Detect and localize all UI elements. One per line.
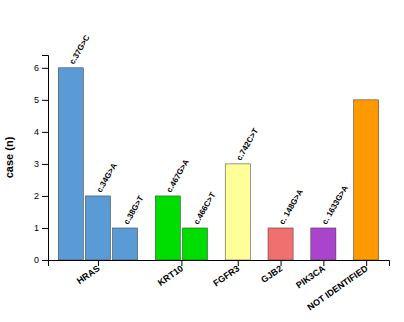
x-tick: HRAS: [75, 260, 102, 286]
y-tick-label: 5: [34, 95, 39, 105]
y-tick: 3: [34, 159, 48, 169]
bar-annotation: c.34G>A: [95, 161, 119, 194]
x-axis: HRAS KRT10 FGFR3 GJB2 PIK3CANOT IDENTIFIED: [49, 260, 390, 312]
y-tick-mark: [42, 132, 48, 133]
bar: [268, 228, 293, 260]
x-tick-label: PIK3CA: [294, 263, 327, 290]
y-tick-label: 0: [34, 255, 39, 265]
y-tick-mark: [42, 164, 48, 165]
y-axis-line: [42, 56, 49, 261]
y-tick-label: 6: [34, 63, 39, 73]
x-tick-label: KRT10: [156, 263, 185, 288]
bar: [225, 164, 250, 260]
chart: c.37G>C c.34G>Ac.38G>T c.467G>Ac.466C>T c.7…: [0, 0, 404, 322]
y-tick-mark: [42, 260, 48, 261]
annotations: c.37G>C c.34G>Ac.38G>T c.467G>Ac.466C>T c.7…: [68, 33, 350, 226]
bar: [182, 228, 207, 260]
x-tick-label: FGFR3: [211, 263, 241, 288]
y-tick-label: 4: [34, 127, 39, 137]
x-tick-mark: [281, 260, 282, 266]
x-tick-label: NOT IDENTIFIED: [305, 263, 370, 312]
bar-annotation: c. 148G>A: [278, 188, 305, 226]
y-tick-label: 1: [34, 223, 39, 233]
x-tick-label: GJB2: [259, 263, 284, 285]
bars: [58, 68, 378, 260]
x-tick-mark: [323, 260, 324, 266]
bar-annotation: c.38G>T: [122, 194, 146, 226]
bar-annotation: c. 1633G>A: [320, 184, 350, 226]
x-tick: KRT10: [156, 260, 185, 288]
y-tick-mark: [42, 68, 48, 69]
y-tick: 6: [34, 63, 48, 73]
y-tick-mark: [42, 228, 48, 229]
y-tick-mark: [42, 196, 48, 197]
bar-annotation: c.466C>T: [192, 191, 218, 226]
x-tick-mark: [98, 260, 99, 266]
x-tick-mark: [366, 260, 367, 266]
bar: [85, 196, 110, 260]
x-axis-line: [49, 261, 390, 267]
y-tick: 1: [34, 223, 48, 233]
bar-annotation: c.742C>T: [235, 127, 261, 162]
y-axis-title: case (n): [3, 136, 15, 178]
x-tick-mark: [181, 260, 182, 266]
bar-annotation: c.37G>C: [68, 33, 92, 66]
x-tick-label: HRAS: [75, 263, 102, 286]
bar-annotation: c.467G>A: [165, 157, 191, 193]
x-tick: GJB2: [259, 260, 284, 285]
y-tick: 4: [34, 127, 48, 137]
bar: [311, 228, 336, 260]
x-tick-mark: [238, 260, 239, 266]
bar: [155, 196, 180, 260]
x-tick: PIK3CA: [294, 260, 327, 290]
y-tick-label: 2: [34, 191, 39, 201]
y-tick: 0: [34, 255, 48, 265]
bar: [58, 68, 83, 260]
bar: [112, 228, 137, 260]
bar: [354, 100, 379, 260]
y-tick-label: 3: [34, 159, 39, 169]
x-tick: FGFR3: [211, 260, 241, 288]
y-tick: 2: [34, 191, 48, 201]
y-tick-mark: [42, 100, 48, 101]
y-axis: 0 1 2 3 4 5 6: [34, 56, 49, 266]
x-tick: NOT IDENTIFIED: [305, 260, 370, 312]
y-tick: 5: [34, 95, 48, 105]
